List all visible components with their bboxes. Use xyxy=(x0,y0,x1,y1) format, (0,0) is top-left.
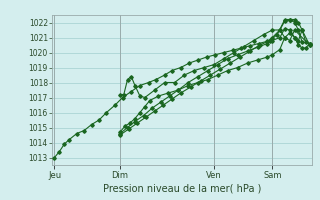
X-axis label: Pression niveau de la mer( hPa ): Pression niveau de la mer( hPa ) xyxy=(103,184,261,194)
